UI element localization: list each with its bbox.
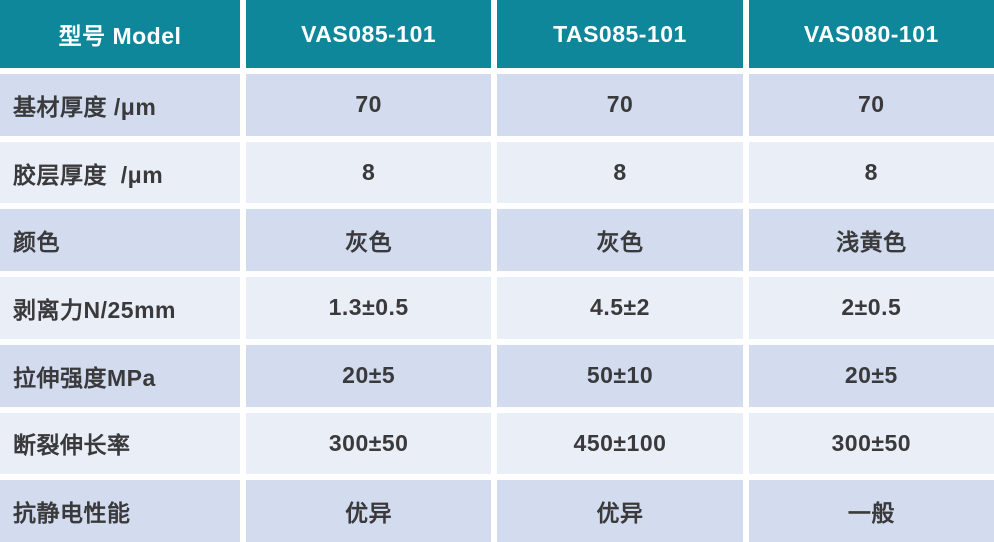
cell-antistatic-vas080: 一般 xyxy=(748,480,994,542)
row-label-tensile-strength: 拉伸强度MPa xyxy=(0,344,240,407)
cell-tensile-strength-vas080: 20±5 xyxy=(748,344,994,407)
cell-elongation-vas085: 300±50 xyxy=(246,412,492,475)
cell-color-vas085: 灰色 xyxy=(246,209,492,272)
cell-adhesive-thickness-vas080: 8 xyxy=(748,141,994,204)
cell-peel-force-tas085: 4.5±2 xyxy=(497,277,743,339)
row-label-adhesive-thickness: 胶层厚度 /μm xyxy=(0,141,240,204)
row-label-antistatic: 抗静电性能 xyxy=(0,480,240,542)
cell-tensile-strength-tas085: 50±10 xyxy=(497,344,743,407)
row-label-elongation: 断裂伸长率 xyxy=(0,412,240,475)
cell-adhesive-thickness-vas085: 8 xyxy=(246,141,492,204)
cell-substrate-thickness-tas085: 70 xyxy=(497,74,743,136)
cell-tensile-strength-vas085: 20±5 xyxy=(246,344,492,407)
cell-peel-force-vas080: 2±0.5 xyxy=(748,277,994,339)
row-label-color: 颜色 xyxy=(0,209,240,272)
row-label-substrate-thickness: 基材厚度 /μm xyxy=(0,74,240,136)
cell-adhesive-thickness-tas085: 8 xyxy=(497,141,743,204)
header-model-label: 型号 Model xyxy=(0,0,240,68)
cell-substrate-thickness-vas080: 70 xyxy=(748,74,994,136)
cell-peel-force-vas085: 1.3±0.5 xyxy=(246,277,492,339)
header-column-vas085-101: VAS085-101 xyxy=(246,0,492,68)
header-column-tas085-101: TAS085-101 xyxy=(497,0,743,68)
cell-elongation-vas080: 300±50 xyxy=(748,412,994,475)
cell-substrate-thickness-vas085: 70 xyxy=(246,74,492,136)
row-label-peel-force: 剥离力N/25mm xyxy=(0,277,240,339)
cell-antistatic-tas085: 优异 xyxy=(497,480,743,542)
cell-antistatic-vas085: 优异 xyxy=(246,480,492,542)
cell-color-tas085: 灰色 xyxy=(497,209,743,272)
cell-color-vas080: 浅黄色 xyxy=(748,209,994,272)
header-column-vas080-101: VAS080-101 xyxy=(748,0,994,68)
cell-elongation-tas085: 450±100 xyxy=(497,412,743,475)
